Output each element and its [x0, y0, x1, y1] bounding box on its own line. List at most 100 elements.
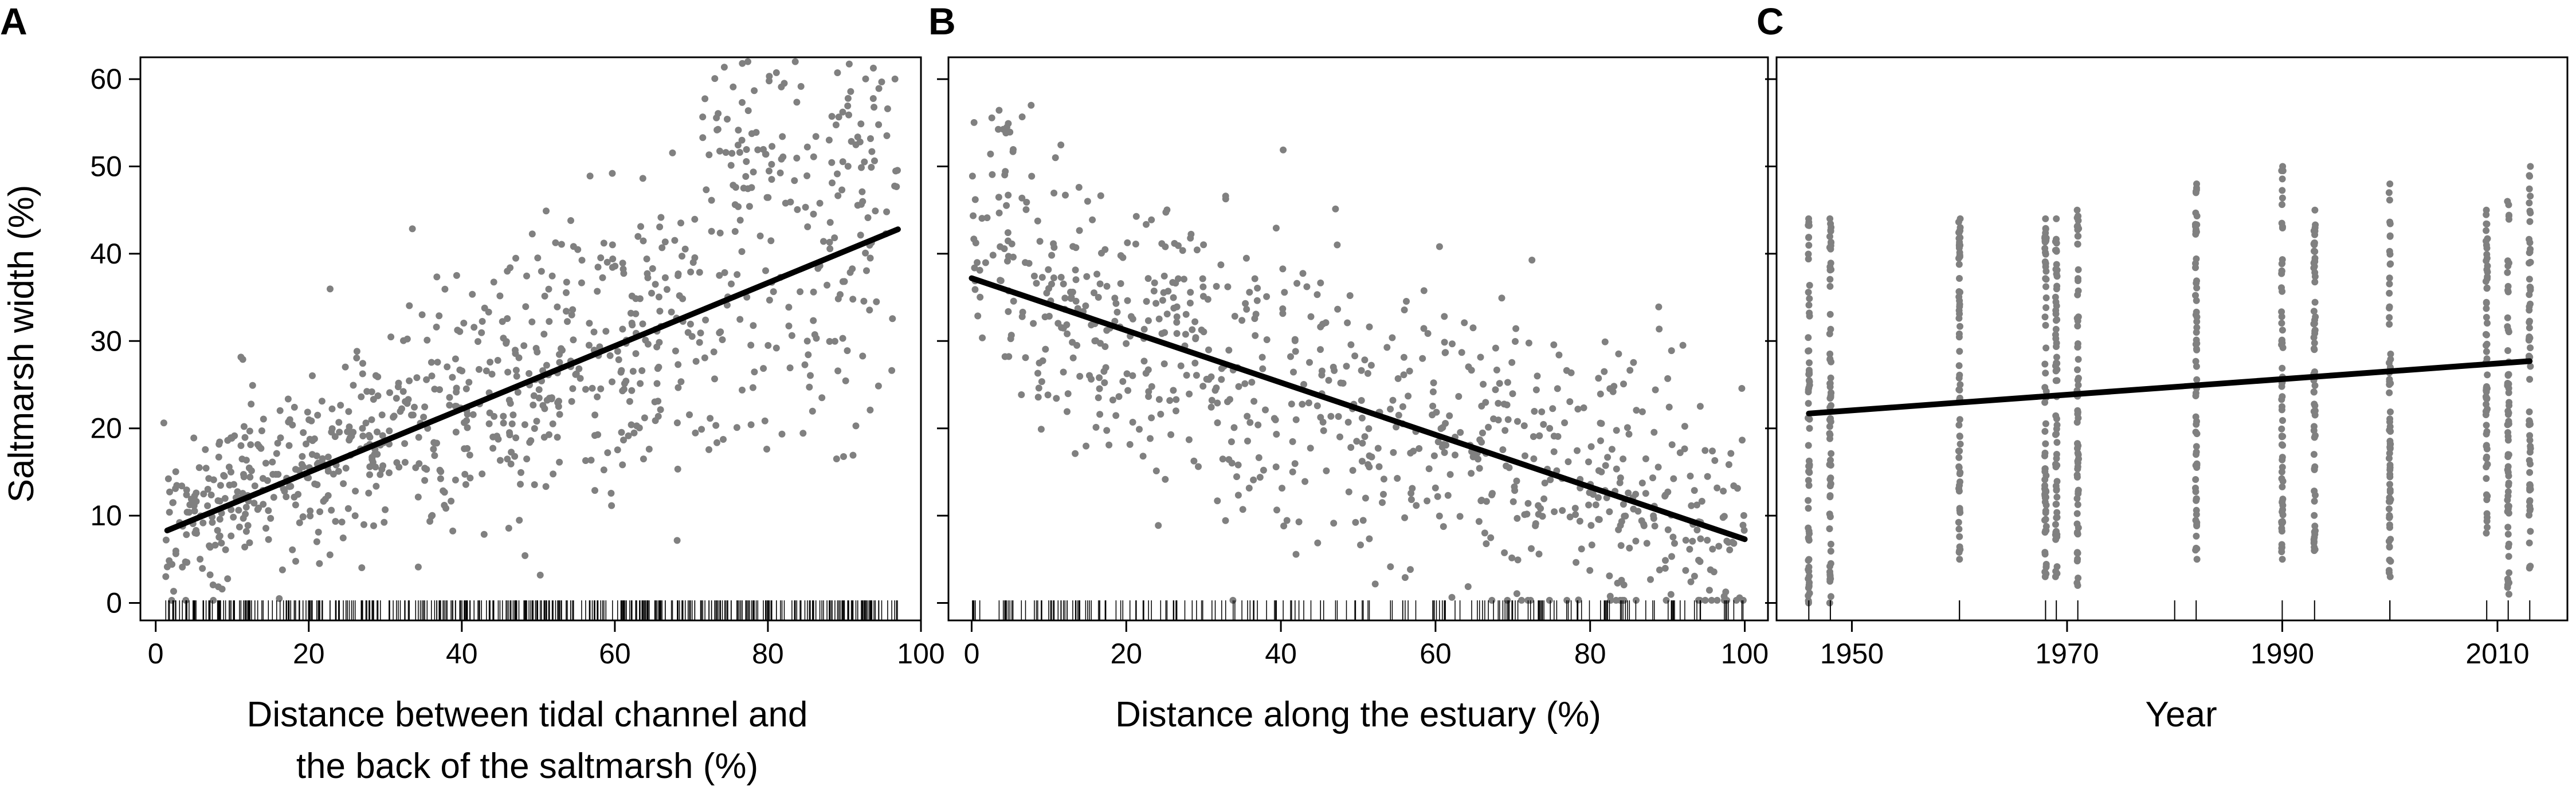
panel-c-x-axis: 1950 1970 1990 2010: [1820, 620, 2530, 670]
panel-b-point: [1124, 297, 1131, 304]
panel-c-point: [2526, 507, 2534, 514]
panel-b-fit-line: [969, 275, 1748, 543]
panel-c-point: [2074, 226, 2081, 234]
panel-b-point: [1191, 359, 1199, 367]
panel-b-point: [1524, 596, 1532, 604]
panel-b-point: [1696, 403, 1704, 410]
panel-a-point: [199, 519, 207, 526]
panel-b-point: [1481, 529, 1488, 537]
panel-c-point: [1827, 540, 1834, 548]
panel-b-point: [1532, 386, 1540, 394]
panel-c-point: [2483, 400, 2490, 408]
panel-a-point: [826, 238, 833, 246]
panel-c-point: [2074, 440, 2081, 447]
panel-a-point: [793, 99, 801, 106]
panel-b-point: [1364, 370, 1371, 377]
panel-a-point: [426, 518, 434, 525]
panel-c-point: [1805, 347, 1812, 355]
panel-c-point: [2042, 370, 2049, 377]
panel-b-point: [1346, 292, 1354, 299]
panel-c-point: [2526, 235, 2533, 243]
panel-c-point: [2504, 288, 2512, 296]
panel-a-point: [701, 354, 708, 361]
panel-c-point: [2505, 553, 2512, 560]
panel-b-point: [983, 214, 991, 222]
panel-b-point: [1401, 574, 1409, 581]
panel-c-point: [2279, 327, 2286, 334]
panel-a-point: [747, 421, 755, 429]
panel-a-point: [256, 443, 263, 450]
panel-b-point: [1252, 310, 1260, 318]
panel-b-point: [1541, 479, 1548, 487]
panel-b-point: [1254, 421, 1262, 429]
panel-c-point: [2527, 344, 2534, 352]
panel-a-point: [172, 485, 179, 492]
panel-a-point: [374, 429, 381, 435]
panel-a-point: [711, 75, 719, 82]
panel-c-point: [2527, 528, 2534, 535]
panel-b-point: [1434, 493, 1441, 500]
panel-b-point: [1669, 533, 1677, 541]
panel-a-point: [202, 446, 209, 453]
panel-c-point: [1826, 383, 1834, 391]
panel-a-point: [211, 541, 219, 549]
panel-c-point: [1826, 282, 1834, 290]
panel-a-point: [506, 429, 513, 437]
panel-a-point: [791, 177, 798, 184]
panel-b-point: [1279, 485, 1285, 492]
panel-a-point: [735, 203, 742, 210]
panel-a-point: [642, 336, 649, 344]
panel-b-point: [1072, 266, 1079, 274]
panel-b-point: [1514, 514, 1521, 522]
panel-a-point: [206, 571, 214, 579]
panel-a-point: [332, 518, 339, 525]
panel-a-point: [228, 532, 235, 540]
panel-a-point: [567, 217, 574, 224]
panel-a-point: [452, 476, 459, 484]
panel-b-point: [974, 259, 981, 266]
panel-c-point: [2310, 320, 2318, 328]
panel-b-point: [1022, 354, 1029, 361]
panel-c-point: [2505, 543, 2512, 551]
panel-a-ytick-label: 50: [90, 151, 122, 183]
panel-a-point: [535, 386, 543, 394]
panel-b-point: [1668, 441, 1676, 449]
panel-c-point: [2483, 211, 2490, 218]
panel-b-point: [1057, 274, 1065, 281]
panel-b-point: [1053, 395, 1060, 402]
panel-b-point: [1727, 450, 1735, 457]
panel-b-point: [1173, 396, 1180, 403]
panel-c-y-axis: [1765, 78, 1777, 604]
panel-a-point: [448, 497, 455, 505]
panel-a-point: [804, 223, 811, 230]
panel-b-point: [1732, 596, 1740, 604]
panel-a-point: [304, 408, 311, 416]
panel-a-point: [845, 111, 852, 119]
panel-c-point: [1805, 400, 1812, 407]
panel-c-point: [1805, 477, 1812, 484]
panel-b-point: [1448, 593, 1456, 601]
panel-b-point: [1057, 141, 1065, 148]
panel-b-point: [976, 266, 983, 274]
panel-a-point: [512, 254, 519, 262]
panel-b-point: [995, 194, 1002, 201]
panel-b-point: [1588, 541, 1595, 549]
panel-a-point: [508, 420, 516, 427]
panel-c-point: [1805, 442, 1812, 449]
panel-b-point: [1129, 315, 1136, 323]
panel-a-point: [307, 507, 314, 514]
panel-b-point: [1730, 540, 1738, 547]
panel-a-point: [350, 429, 357, 436]
panel-b-point: [970, 119, 978, 126]
panel-b-point: [1145, 393, 1152, 400]
panel-c-point: [1806, 359, 1813, 367]
panel-b-point: [1446, 471, 1454, 478]
panel-a-point: [485, 420, 493, 427]
panel-b-point: [1614, 579, 1621, 587]
panel-a-point: [746, 203, 753, 210]
panel-a-point: [499, 318, 506, 325]
panel-c-point: [2075, 233, 2082, 240]
panel-b-point: [1682, 567, 1689, 574]
panel-b-point: [1048, 251, 1056, 259]
panel-b-point: [1123, 340, 1130, 347]
